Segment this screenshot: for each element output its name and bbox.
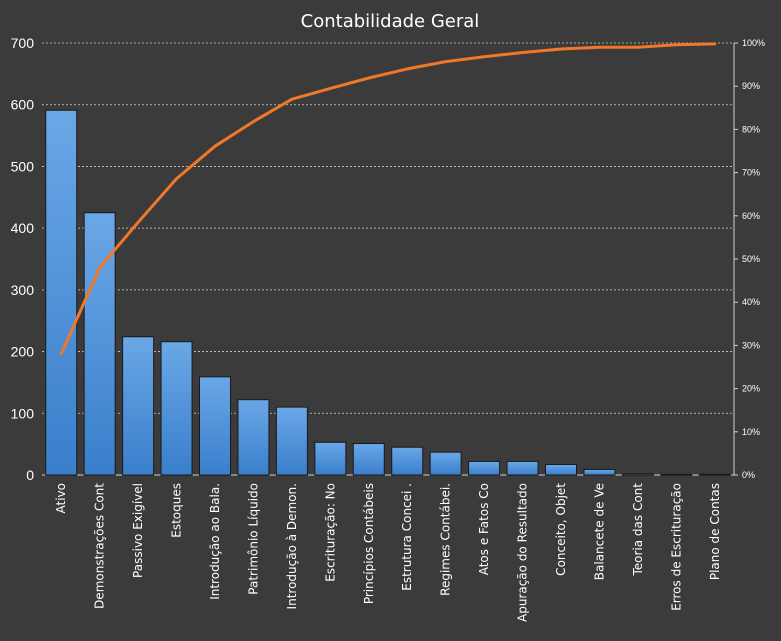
bar	[160, 341, 193, 476]
right-tick-label: 90%	[742, 81, 760, 91]
bar	[83, 212, 116, 476]
category-label: Demonstrações Cont	[93, 483, 107, 609]
right-tick-label: 80%	[742, 124, 760, 134]
left-tick-label: 100	[11, 405, 35, 421]
category-label: Erros de Escrituração	[669, 483, 683, 611]
left-tick-label: 400	[11, 220, 35, 236]
left-tick-label: 200	[11, 344, 35, 360]
category-label: Princípios Contábeis	[362, 483, 376, 604]
category-label: Apuração do Resultado	[516, 483, 530, 622]
category-label: Balancete de Ve	[592, 483, 606, 580]
category-label: Introdução à Demon.	[285, 483, 299, 609]
left-tick-label: 600	[11, 97, 35, 113]
left-y-axis: 0 100 200 300 400 500 600 700	[11, 35, 35, 483]
right-y-axis: 0% 10% 20% 30% 40% 50% 60% 70% 80% 90% 100%	[734, 38, 765, 480]
right-tick-label: 50%	[742, 254, 760, 264]
category-label: Conceito, Objet	[554, 483, 568, 576]
bar	[391, 446, 424, 476]
category-label: Passivo Exigível	[131, 483, 145, 578]
bar	[506, 460, 539, 476]
x-axis: Ativo Demonstrações Cont Passivo Exigível E…	[54, 483, 722, 622]
bar	[352, 443, 385, 476]
category-label: Estrutura Concei .	[400, 483, 414, 591]
bar	[122, 336, 155, 476]
right-tick-label: 100%	[742, 38, 765, 48]
category-label: Introdução ao Bala.	[208, 483, 222, 600]
bar	[698, 473, 731, 476]
bar-series	[45, 109, 731, 476]
left-tick-label: 700	[11, 35, 35, 51]
category-label: Atos e Fatos Co	[477, 483, 491, 575]
bar	[545, 464, 577, 476]
bar	[45, 109, 78, 476]
gridlines	[42, 42, 735, 476]
bar	[314, 441, 347, 476]
bar	[621, 473, 654, 476]
right-tick-label: 0%	[742, 470, 755, 480]
category-label: Estoques	[170, 483, 184, 538]
category-label: Ativo	[54, 483, 68, 513]
category-label: Teoria das Cont	[631, 483, 645, 577]
cumulative-series	[59, 42, 717, 356]
right-tick-label: 70%	[742, 168, 760, 178]
bar	[237, 399, 270, 476]
right-tick-label: 40%	[742, 297, 760, 307]
chart-title: Contabilidade Geral	[301, 11, 480, 32]
category-label: Plano de Contas	[708, 483, 722, 580]
left-tick-label: 500	[11, 158, 35, 174]
bar	[583, 468, 616, 476]
bar	[275, 406, 308, 476]
category-label: Escrituração: No	[323, 483, 337, 582]
left-tick-label: 0	[26, 467, 34, 483]
right-tick-label: 30%	[742, 340, 760, 350]
category-label: Regimes Contábei.	[439, 483, 453, 596]
bar	[429, 451, 462, 476]
bar	[199, 376, 231, 476]
right-tick-label: 20%	[742, 384, 760, 394]
category-label: Patrimônio Líquido	[246, 483, 260, 595]
bar	[660, 473, 693, 476]
cumulative-line	[59, 42, 717, 356]
right-tick-label: 10%	[742, 427, 760, 437]
left-tick-label: 300	[11, 282, 35, 298]
bar	[468, 460, 501, 476]
right-tick-label: 60%	[742, 211, 760, 221]
